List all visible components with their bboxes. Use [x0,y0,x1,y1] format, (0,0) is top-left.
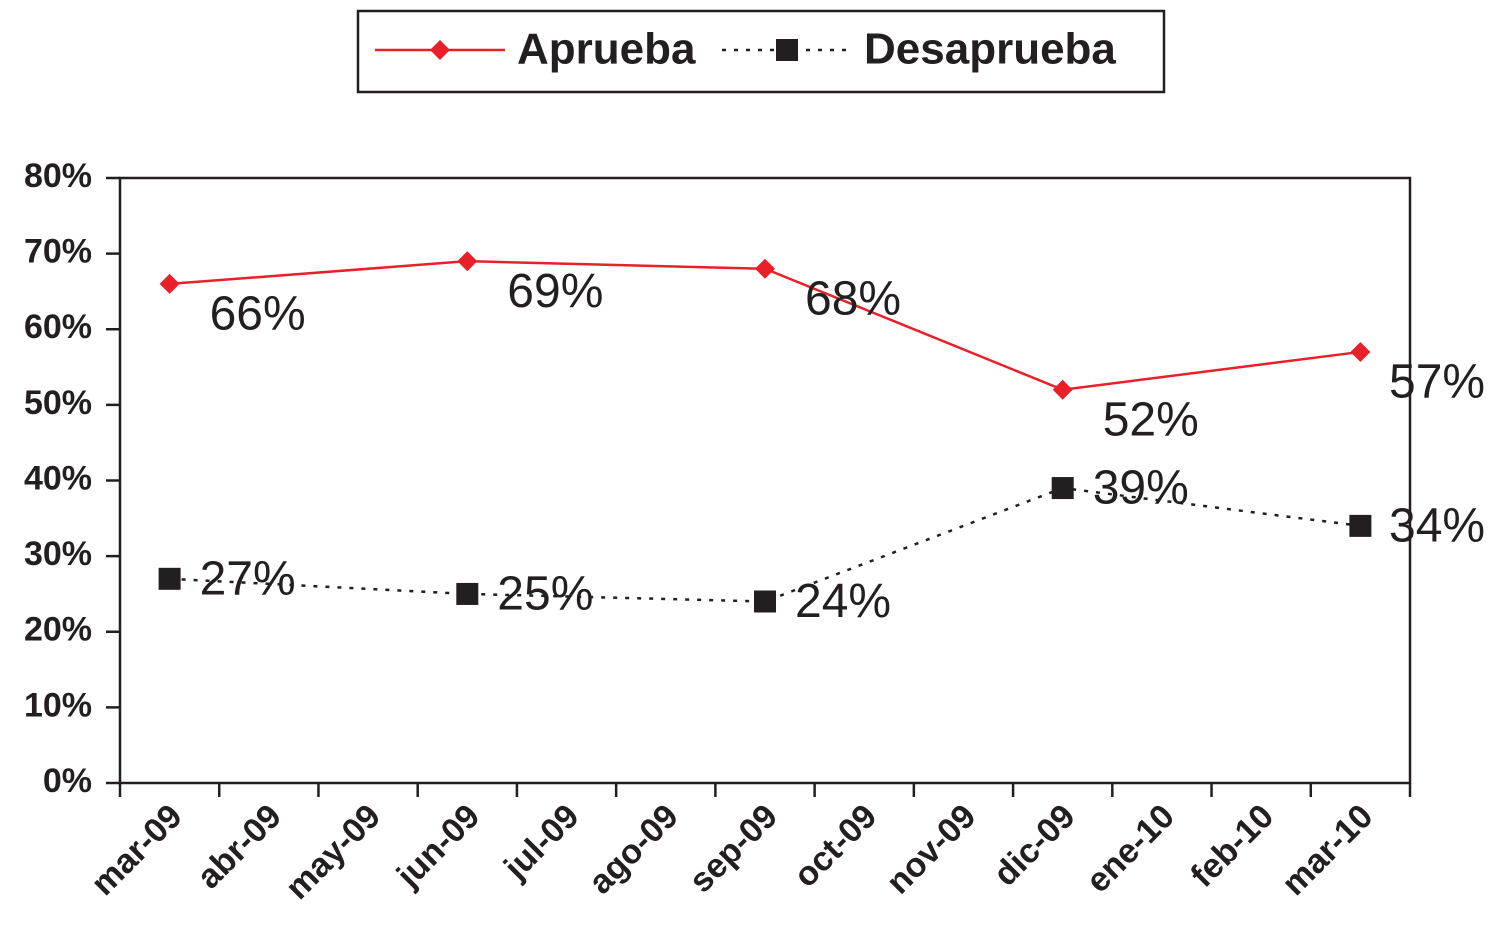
x-tick-label: ago-09 [581,797,685,901]
x-tick-label: may-09 [278,797,388,907]
y-tick-label: 60% [24,308,92,346]
data-label: 57% [1389,356,1485,409]
data-label: 66% [210,288,306,341]
legend-marker [776,39,798,61]
data-label: 24% [795,575,891,628]
x-tick-label: oct-09 [787,797,885,895]
point [1051,477,1074,500]
legend-box [356,9,1166,94]
y-tick-label: 20% [24,611,92,649]
legend-label: Desaprueba [864,25,1116,74]
x-tick-label: abr-09 [190,797,289,896]
point [159,273,180,294]
x-tick-label: jun-09 [389,797,487,895]
y-tick-label: 70% [24,233,92,271]
data-label: 25% [497,568,593,621]
y-tick-label: 10% [24,686,92,724]
point [755,258,775,279]
data-label: 52% [1103,393,1199,446]
data-label: 68% [805,272,901,325]
data-label: 39% [1093,462,1189,515]
x-tick-label: feb-10 [1183,797,1281,895]
point [1052,379,1073,400]
y-tick-label: 50% [24,384,92,422]
x-tick-label: jul-09 [496,797,586,887]
point [158,567,181,590]
data-label: 69% [507,265,603,318]
point [456,582,479,605]
point [1350,341,1371,362]
y-tick-label: 0% [43,762,92,800]
data-label: 34% [1389,500,1485,553]
legend-marker [430,40,450,60]
point [457,251,478,272]
y-tick-label: 40% [24,459,92,497]
y-tick-label: 30% [24,535,92,573]
point [1349,514,1372,537]
x-tick-label: mar-10 [1275,797,1381,903]
x-tick-label: ene-10 [1079,797,1182,900]
x-tick-label: sep-09 [682,797,785,900]
y-tick-label: 80% [24,157,92,195]
x-tick-label: dic-09 [986,797,1082,893]
x-tick-label: mar-09 [84,797,190,903]
data-label: 27% [200,552,296,605]
legend-label: Aprueba [517,25,696,74]
point [754,590,776,613]
line [169,259,1361,392]
x-tick-label: nov-09 [879,797,983,901]
